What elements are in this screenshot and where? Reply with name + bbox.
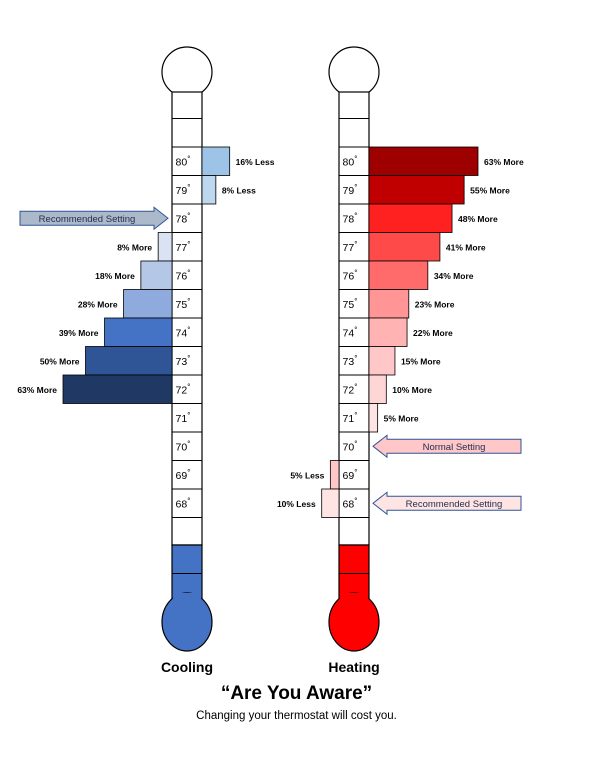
bar-label-73: 50% More	[40, 356, 80, 366]
temp-label-72: 72°	[343, 382, 358, 396]
bar-69	[329, 460, 340, 490]
bar-label-74: 39% More	[59, 328, 99, 338]
temp-label-80: 80°	[343, 154, 358, 168]
temp-label-76: 76°	[176, 268, 191, 282]
bar-78	[368, 203, 453, 233]
temp-label-72: 72°	[176, 382, 191, 396]
temp-label-75: 75°	[343, 297, 358, 311]
tube-top-bulb	[328, 46, 380, 98]
bar-label-69: 5% Less	[290, 470, 324, 480]
bar-label-72: 10% More	[392, 385, 432, 395]
temp-label-70: 70°	[343, 439, 358, 453]
bar-label-75: 28% More	[78, 299, 118, 309]
bar-80	[368, 146, 479, 176]
bar-label-77: 41% More	[446, 242, 486, 252]
bar-label-79: 8% Less	[222, 185, 256, 195]
bar-label-76: 34% More	[434, 271, 474, 281]
temp-label-80: 80°	[176, 154, 191, 168]
temp-label-74: 74°	[343, 325, 358, 339]
temp-label-71: 71°	[343, 411, 358, 425]
temp-label-70: 70°	[176, 439, 191, 453]
bar-71	[368, 403, 379, 433]
temp-label-78: 78°	[176, 211, 191, 225]
thermometer-label: Cooling	[161, 659, 213, 675]
temp-label-77: 77°	[176, 240, 191, 254]
temp-label-75: 75°	[176, 297, 191, 311]
setting-arrow-label-78: Recommended Setting	[39, 214, 136, 225]
thermometer-label: Heating	[328, 659, 379, 675]
page-subtitle: Changing your thermostat will cost you.	[196, 710, 397, 722]
bar-73	[368, 346, 396, 376]
bar-label-78: 48% More	[458, 214, 498, 224]
bar-label-72: 63% More	[17, 385, 57, 395]
setting-arrow-label-68: Recommended Setting	[406, 499, 503, 510]
bar-75	[123, 289, 173, 319]
bar-label-73: 15% More	[401, 356, 441, 366]
temp-label-68: 68°	[176, 496, 191, 510]
bar-77	[368, 232, 441, 262]
bar-label-80: 63% More	[484, 157, 524, 167]
setting-arrow-70	[372, 434, 522, 459]
temp-label-69: 69°	[176, 468, 191, 482]
temp-label-76: 76°	[343, 268, 358, 282]
temp-label-78: 78°	[343, 211, 358, 225]
bar-76	[140, 260, 173, 290]
bar-label-79: 55% More	[470, 185, 510, 195]
bar-74	[368, 317, 408, 347]
bar-label-76: 18% More	[95, 271, 135, 281]
setting-arrow-68	[372, 491, 522, 516]
bar-75	[368, 289, 410, 319]
bar-79	[201, 175, 217, 205]
bar-label-80: 16% Less	[236, 157, 275, 167]
bar-68	[321, 488, 340, 518]
temp-label-77: 77°	[343, 240, 358, 254]
bar-80	[201, 146, 231, 176]
bar-72	[62, 374, 173, 404]
bar-76	[368, 260, 429, 290]
cooling-thermometer: 80° 79° 78° 77° 76° 75° 74° 73° 72° 71° 70° 69° 68° 1…	[17, 46, 275, 675]
setting-arrow-78	[19, 206, 169, 231]
tube-top-bulb	[161, 46, 213, 98]
mercury-joint	[172, 593, 202, 607]
page-title: “Are You Aware”	[220, 683, 373, 704]
bar-label-74: 22% More	[413, 328, 453, 338]
setting-arrow-label-70: Normal Setting	[423, 442, 486, 453]
temp-label-73: 73°	[176, 354, 191, 368]
heating-thermometer: 80° 79° 78° 77° 76° 75° 74° 73° 72° 71° 70° 69° 68° 6…	[277, 46, 524, 675]
bar-77	[157, 232, 173, 262]
temp-label-71: 71°	[176, 411, 191, 425]
bar-79	[368, 175, 465, 205]
bar-74	[104, 317, 173, 347]
bar-label-68: 10% Less	[277, 499, 316, 509]
temp-label-79: 79°	[176, 183, 191, 197]
bar-label-77: 8% More	[117, 242, 152, 252]
bar-label-71: 5% More	[384, 413, 419, 423]
bar-73	[85, 346, 173, 376]
temp-label-74: 74°	[176, 325, 191, 339]
temp-label-73: 73°	[343, 354, 358, 368]
bar-label-75: 23% More	[415, 299, 455, 309]
temp-label-68: 68°	[343, 496, 358, 510]
temp-label-79: 79°	[343, 183, 358, 197]
bar-72	[368, 374, 387, 404]
mercury-joint	[339, 593, 369, 607]
temp-label-69: 69°	[343, 468, 358, 482]
